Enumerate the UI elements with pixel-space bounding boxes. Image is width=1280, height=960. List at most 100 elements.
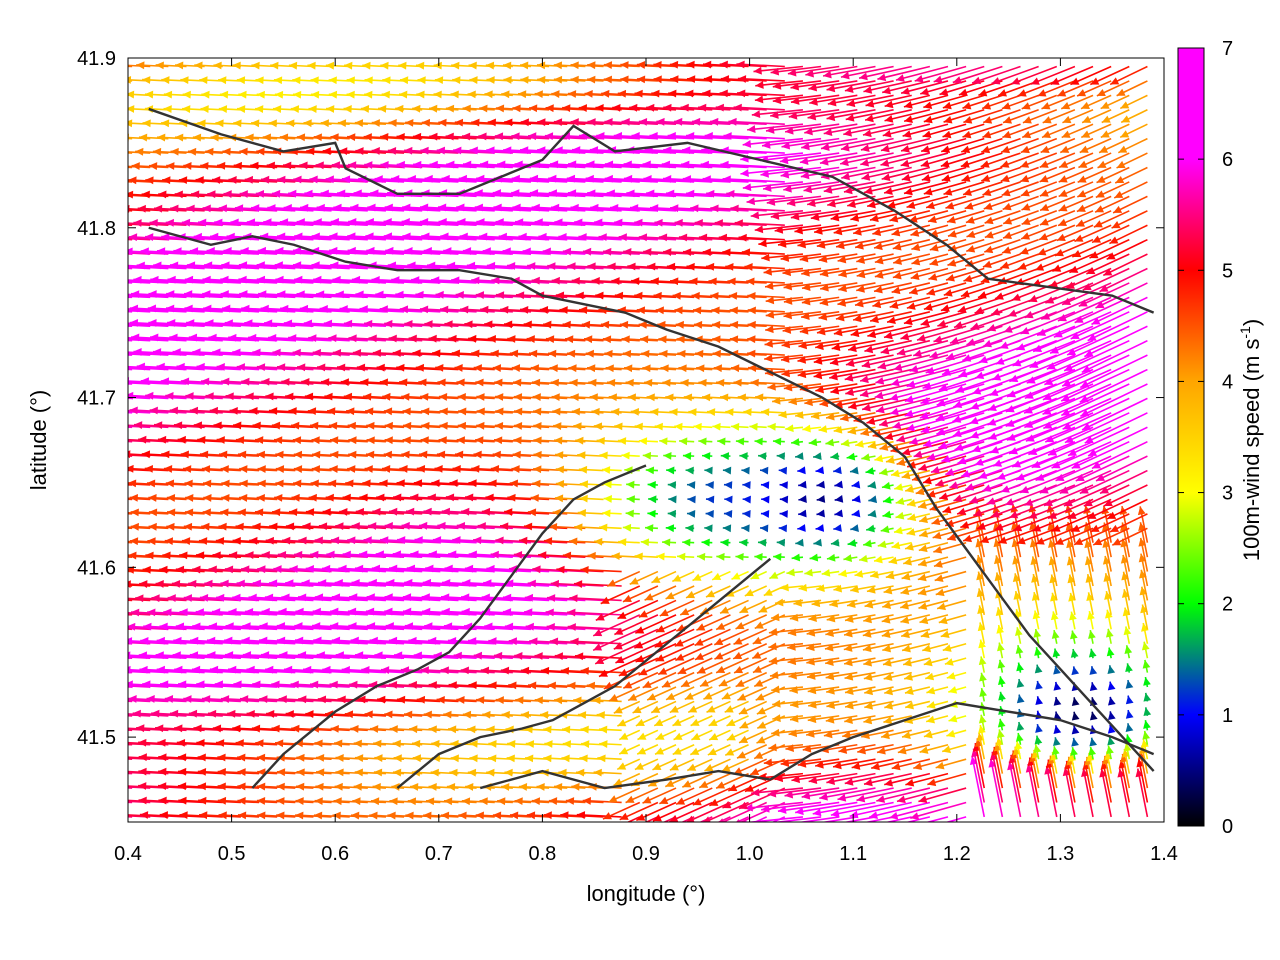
wind-arrow-head: [330, 622, 339, 630]
wind-arrow-head: [998, 691, 1006, 701]
wind-arrow-head: [960, 521, 970, 529]
wind-arrow-head: [490, 550, 499, 559]
wind-arrow-head: [569, 537, 578, 546]
wind-arrow-head: [1016, 537, 1026, 545]
wind-arrow-head: [948, 686, 958, 694]
wind-arrow-head: [1143, 677, 1151, 686]
wind-arrow: [128, 599, 133, 602]
wind-arrow-head: [1083, 499, 1093, 507]
wind-arrow-head: [1014, 627, 1023, 636]
wind-arrow: [592, 628, 641, 652]
wind-arrow-head: [315, 753, 325, 762]
wind-arrow-head: [428, 681, 437, 689]
wind-arrow: [252, 683, 314, 688]
wind-arrow-head: [244, 607, 254, 616]
wind-arrow-head: [868, 495, 878, 504]
wind-arrow-head: [221, 479, 230, 488]
wind-arrow-head: [201, 695, 211, 703]
wind-arrow-head: [302, 522, 311, 531]
wind-arrow-head: [640, 538, 650, 547]
wind-arrow: [179, 610, 241, 616]
wind-arrow-head: [79, 767, 87, 775]
wind-arrow-head: [305, 508, 315, 516]
wind-arrow-head: [208, 622, 218, 631]
wind-arrow-head: [651, 575, 661, 583]
wind-arrow-head: [677, 666, 687, 674]
wind-arrow-head: [102, 450, 110, 458]
wind-arrow: [358, 553, 423, 558]
wind-arrow-head: [686, 509, 696, 518]
wind-arrow-head: [88, 262, 96, 270]
wind-arrow-head: [791, 553, 801, 562]
wind-arrow-head: [1090, 524, 1100, 532]
wind-arrow-head: [543, 725, 552, 734]
wind-arrow-head: [481, 593, 490, 602]
wind-arrow-head: [89, 580, 97, 588]
wind-arrow-head: [534, 696, 543, 705]
wind-arrow-head: [130, 508, 139, 517]
wind-arrow: [196, 683, 260, 688]
wind-arrow-head: [1052, 648, 1061, 658]
wind-arrow-head: [237, 782, 246, 791]
wind-arrow-head: [237, 811, 247, 820]
wind-arrow: [427, 639, 495, 645]
wind-arrow-head: [901, 572, 911, 581]
wind-arrow-head: [276, 797, 285, 805]
wind-arrow-head: [93, 695, 101, 703]
wind-arrow-head: [1143, 692, 1152, 702]
wind-arrow-head: [291, 493, 300, 502]
wind-arrow-head: [808, 700, 817, 709]
wind-arrow-head: [259, 636, 268, 645]
wind-arrow-head: [1125, 680, 1134, 689]
wind-arrow-head: [145, 551, 154, 560]
wind-arrow-head: [90, 681, 98, 689]
wind-arrow-head: [635, 655, 645, 663]
wind-arrow-head: [901, 630, 910, 639]
wind-arrow: [990, 758, 1004, 818]
wind-arrow-head: [492, 811, 502, 820]
wind-arrow-head: [642, 796, 652, 804]
wind-arrow-head: [217, 768, 226, 776]
wind-arrow-head: [844, 658, 853, 667]
wind-arrow: [384, 610, 459, 616]
wind-arrow-head: [808, 776, 818, 785]
wind-arrow: [191, 668, 260, 674]
wind-arrow-head: [76, 319, 84, 327]
wind-arrow-head: [201, 522, 210, 531]
wind-arrow: [246, 668, 314, 674]
wind-arrow-head: [162, 551, 171, 560]
wind-arrow-head: [1142, 730, 1151, 740]
wind-arrow-head: [630, 831, 639, 838]
wind-arrow-head: [520, 666, 530, 675]
wind-arrow-head: [554, 696, 563, 705]
wind-arrow-head: [228, 608, 237, 616]
wind-arrow-head: [111, 623, 119, 631]
wind-arrow-head: [388, 636, 398, 645]
wind-arrow-head: [891, 762, 901, 771]
wind-arrow-head: [906, 528, 916, 536]
wind-arrow-head: [117, 219, 125, 227]
wind-arrow: [128, 657, 133, 659]
wind-arrow-head: [296, 782, 305, 791]
wind-arrow-head: [672, 747, 682, 755]
wind-arrow-head: [276, 782, 285, 791]
wind-arrow-head: [197, 767, 207, 776]
wind-arrow-head: [685, 524, 694, 533]
wind-arrow-head: [488, 479, 497, 488]
wind-arrow-head: [579, 494, 588, 503]
wind-arrow-head: [422, 607, 431, 616]
wind-arrow-head: [532, 479, 541, 488]
wind-arrow-head: [509, 479, 519, 488]
wind-arrow-head: [500, 522, 509, 531]
wind-arrow: [484, 625, 550, 631]
wind-arrow-head: [704, 524, 713, 533]
wind-arrow-head: [919, 616, 929, 625]
wind-arrow: [1008, 761, 1022, 818]
wind-arrow: [128, 627, 151, 631]
wind-arrow-head: [576, 768, 585, 777]
wind-arrow-head: [142, 565, 151, 574]
wind-arrow-head: [754, 751, 764, 759]
wind-arrow-head: [315, 782, 324, 791]
wind-arrow-head: [554, 652, 564, 661]
wind-arrow-head: [196, 680, 205, 689]
